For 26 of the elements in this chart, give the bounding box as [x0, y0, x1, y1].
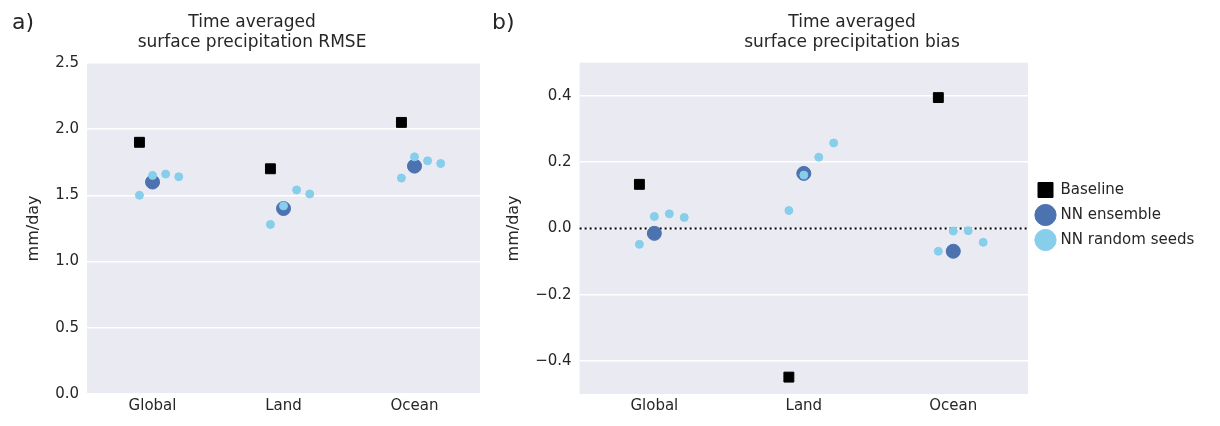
x-tick-label: Land: [785, 395, 823, 414]
y-tick-label: 0.4: [547, 85, 572, 104]
y-tick-label: −0.4: [535, 350, 572, 369]
y-tick-label: 2.0: [55, 118, 80, 137]
y-tick-label: 1.5: [55, 185, 80, 204]
x-tick-label: Land: [265, 395, 302, 414]
chart-title: Time averaged surface precipitation RMSE: [137, 10, 367, 52]
x-tick-label: Ocean: [390, 395, 439, 414]
y-tick-label: 0.5: [55, 317, 80, 336]
y-tick-label: 0.0: [55, 383, 80, 402]
y-tick-label: 2.5: [55, 52, 80, 71]
legend-label: NN random seeds: [1060, 229, 1195, 248]
x-tick-label: Global: [630, 395, 679, 414]
y-tick-label: 0.2: [547, 152, 572, 171]
x-tick-label: Ocean: [929, 395, 978, 414]
legend-label: Baseline: [1060, 179, 1125, 198]
chart-title: Time averaged surface precipitation bias: [744, 10, 960, 52]
text: a): [12, 8, 35, 34]
x-tick-label: Global: [128, 395, 177, 414]
legend-label: NN ensemble: [1060, 204, 1162, 223]
y-tick-label: −0.2: [535, 284, 572, 303]
y-tick-label: 1.0: [55, 251, 80, 270]
text: b): [492, 8, 515, 34]
y-axis-title: mm/day: [22, 195, 42, 262]
y-tick-label: 0.0: [547, 218, 572, 237]
y-axis-title: mm/day: [502, 195, 522, 262]
